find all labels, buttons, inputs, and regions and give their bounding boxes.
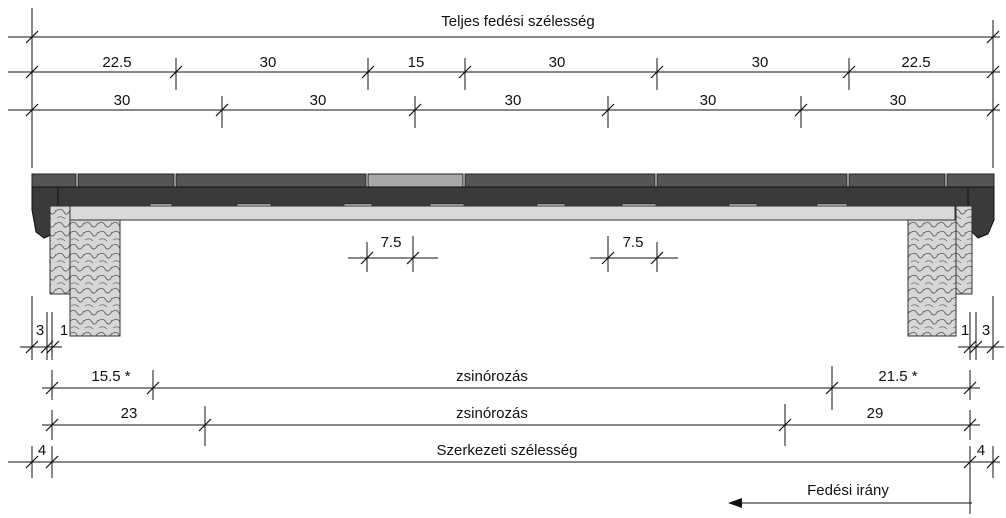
- row2-label-5: 30: [890, 92, 907, 109]
- cap-strip: [175, 173, 367, 188]
- left-beam: [69, 219, 121, 337]
- covering-direction-arrow: Fedési irány: [728, 478, 972, 514]
- gap-left-label: 7.5: [381, 234, 402, 251]
- right-beam: [907, 219, 957, 337]
- gap-dimension-left: 7.5: [348, 234, 438, 272]
- chalk-line-dimension-b: 23 zsinórozás 29: [42, 404, 980, 446]
- edge-right-1-label: 1: [961, 322, 969, 339]
- left-support: [49, 205, 71, 295]
- row-b-middle-label: zsinórozás: [456, 405, 528, 422]
- row-c-middle-label: Szerkezeti szélesség: [437, 442, 578, 459]
- covering-profile: [31, 186, 995, 207]
- cap-strip: [848, 173, 946, 188]
- tile-width-dimension-row-2: 30 30 30 30 30: [8, 92, 1000, 128]
- row1-label-4: 30: [549, 54, 566, 71]
- gap-dimension-right: 7.5: [590, 234, 678, 272]
- row1-label-1: 22.5: [102, 54, 131, 71]
- row-a-right-label: 21.5 *: [878, 368, 917, 385]
- row-a-left-label: 15.5 *: [91, 368, 130, 385]
- cap-strip: [31, 173, 77, 188]
- gap-right-label: 7.5: [623, 234, 644, 251]
- row-a-middle-label: zsinórozás: [456, 368, 528, 385]
- row1-label-5: 30: [752, 54, 769, 71]
- row1-label-2: 30: [260, 54, 277, 71]
- total-covering-width-dimension: Teljes fedési szélesség: [8, 8, 1000, 168]
- edge-right-3-label: 3: [982, 322, 990, 339]
- row-b-left-label: 23: [121, 405, 138, 422]
- cap-strip: [656, 173, 848, 188]
- edge-left-1-label: 1: [60, 322, 68, 339]
- roof-board: [57, 205, 956, 221]
- row2-label-4: 30: [700, 92, 717, 109]
- chalk-line-dimension-a: 15.5 * zsinórozás 21.5 *: [42, 366, 980, 410]
- row1-label-6: 22.5: [901, 54, 930, 71]
- cap-strip-highlight: [367, 173, 464, 188]
- total-covering-width-label: Teljes fedési szélesség: [441, 13, 594, 30]
- right-support: [955, 205, 973, 295]
- row-c-right-label: 4: [977, 442, 985, 459]
- cap-strip: [77, 173, 175, 188]
- edge-left-3-label: 3: [36, 322, 44, 339]
- tile-width-dimension-row-1: 22.5 30 15 30 30 22.5: [8, 54, 1000, 90]
- edge-dimension-right: 1 3: [958, 296, 1004, 360]
- row2-label-2: 30: [310, 92, 327, 109]
- row2-label-1: 30: [114, 92, 131, 109]
- row-b-right-label: 29: [867, 405, 884, 422]
- structural-width-dimension: 4 Szerkezeti szélesség 4: [8, 442, 1000, 478]
- row-c-left-label: 4: [38, 442, 46, 459]
- cap-strip: [464, 173, 656, 188]
- edge-dimension-left: 3 1: [20, 296, 68, 360]
- direction-label: Fedési irány: [807, 482, 889, 499]
- roof-section: [31, 173, 995, 337]
- row1-label-3: 15: [408, 54, 425, 71]
- cap-strip: [946, 173, 995, 188]
- row2-label-3: 30: [505, 92, 522, 109]
